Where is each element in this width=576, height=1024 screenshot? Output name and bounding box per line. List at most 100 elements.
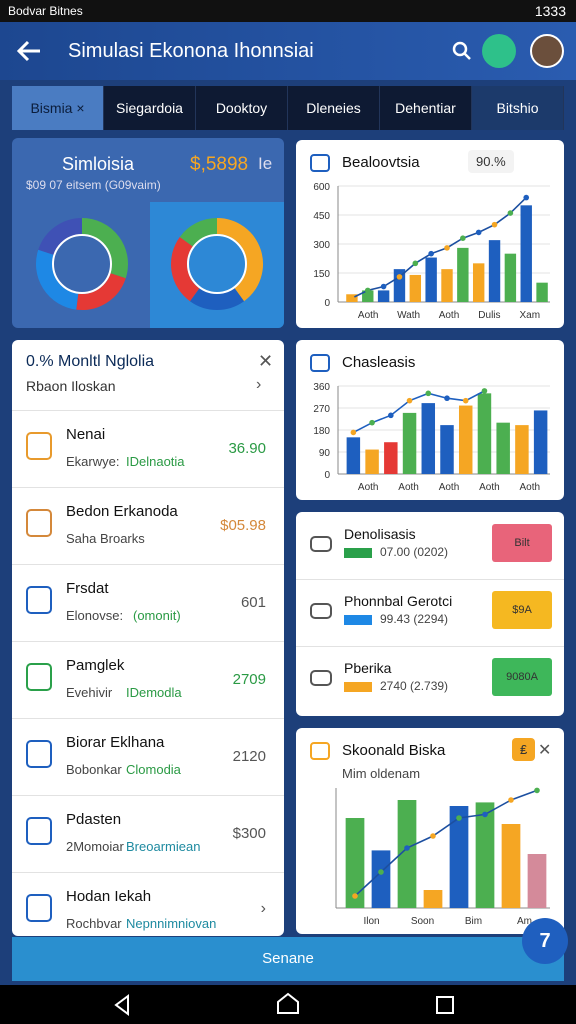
fab[interactable]: 7 (522, 918, 568, 964)
tab[interactable]: Dehentiar (380, 86, 472, 130)
item-value: 2709 (232, 671, 266, 688)
tab[interactable]: Siegardoia (104, 86, 196, 130)
app-title: Simulasi Ekonona Ihonnsiai (68, 40, 314, 62)
card-title: Simloisia (62, 154, 135, 174)
chart-title: Skoonald Biska (342, 742, 446, 759)
y-tick-label: 360 (313, 382, 330, 393)
close-button[interactable]: ✕ (538, 742, 552, 759)
trend-point (428, 250, 434, 257)
bar (421, 403, 436, 474)
list-item[interactable]: Hodan Iekah Rochbvar Nepnnimniovan › (12, 872, 284, 949)
chart-badge: ₤ (512, 738, 536, 761)
x-tick-label: Soon (411, 916, 434, 927)
donut-hole (187, 234, 247, 294)
bar (449, 806, 469, 908)
trend-point (444, 245, 450, 251)
divider (12, 410, 284, 411)
search-button[interactable] (452, 41, 472, 61)
list-item[interactable]: Frsdat Elonovse: (omonit) 601 (12, 564, 284, 641)
trend-point (349, 295, 355, 301)
chart: 0 90 180 270 360 Aoth Aoth Aoth Aoth Aoth (313, 382, 550, 493)
list-item[interactable]: Pdasten 2Momoiar Breoarmiean $300 (12, 795, 284, 872)
chart-card: Skoonald Biska ₤ Mim oldenam ✕ Ilon Soon Bim Am (296, 728, 564, 934)
list-title: 0.% Monltl Nglolia (26, 353, 155, 370)
tab[interactable]: Dleneies (288, 86, 380, 130)
list-item[interactable]: Bedon Erkanoda Saha Broarks $05.98 (12, 487, 284, 564)
trend-point (462, 397, 469, 404)
trend-point (364, 287, 371, 294)
chevron[interactable]: › (256, 376, 262, 393)
item-tag: Nepnnimniovan (126, 916, 217, 931)
divider (12, 718, 284, 719)
y-tick-label: 600 (313, 182, 330, 193)
y-tick-label: 450 (313, 211, 330, 222)
y-tick-label: 270 (313, 404, 330, 415)
rates-card: Denolisasis 07.00 (0202) Bilt Phonnbal Gero… (296, 512, 564, 716)
trend-line (354, 789, 538, 897)
item-name: Pdasten (66, 811, 122, 828)
trend-point (404, 845, 410, 851)
list-item[interactable]: Pamglek Evehivir IDemodla 2709 (12, 641, 284, 718)
item-label: Bobonkar (66, 762, 122, 777)
rate-name: Pberika (344, 660, 392, 676)
trend-point (460, 235, 466, 241)
bottom-button[interactable]: Senane (12, 937, 564, 981)
item-icon (26, 894, 52, 922)
rate-detail: 99.43 (2294) (380, 612, 449, 626)
bar (377, 290, 390, 302)
trend-point (491, 221, 498, 228)
back-button[interactable] (16, 39, 42, 63)
bar (504, 253, 517, 302)
rate-name: Denolisasis (344, 526, 416, 542)
bar (477, 393, 492, 474)
trend-point (378, 869, 384, 875)
item-tag: IDelnaotia (126, 454, 185, 469)
rate-icon (310, 603, 332, 619)
trend-point (430, 833, 436, 839)
y-tick-label: 0 (324, 298, 330, 309)
item-tag: Clomodia (126, 762, 181, 777)
card-subtitle: $09 07 eitsem (G09vaim) (26, 178, 161, 192)
bar (362, 290, 374, 302)
bar (365, 449, 379, 474)
list-item[interactable]: Nenai Ekarwye: IDelnaotia 36.90 (12, 410, 284, 487)
summary-card: Simloisia $,5898 Ie $09 07 eitsem (G09va… (12, 138, 284, 328)
trend-point (396, 274, 403, 280)
item-value: 601 (240, 594, 266, 611)
item-label: Ekarwye: (66, 454, 120, 469)
chart-icon (310, 742, 330, 760)
item-tag: (omonit) (133, 608, 181, 623)
tab[interactable]: Bismia × (12, 86, 104, 130)
avatar[interactable] (530, 34, 564, 68)
rate-button[interactable]: $9A (492, 591, 552, 629)
item-label: Evehivir (66, 685, 113, 700)
trend-point (406, 397, 413, 404)
item-value: 36.90 (228, 440, 266, 457)
tab[interactable]: Dooktoy (196, 86, 288, 130)
status-text: Bodvar Bitnes (8, 4, 83, 18)
close-button[interactable]: ✕ (258, 351, 274, 371)
list-item[interactable]: Biorar Eklhana Bobonkar Clomodia 2120 (12, 718, 284, 795)
item-label: 2Momoiar (66, 839, 124, 854)
y-tick-label: 180 (313, 426, 330, 437)
rate-button[interactable]: 9080A (492, 658, 552, 696)
x-tick-label: Aoth (479, 482, 500, 493)
tab[interactable]: Bitshio (472, 86, 564, 130)
rate-button[interactable]: Bilt (492, 524, 552, 562)
profile-badge[interactable] (482, 34, 516, 68)
trend-point (425, 390, 432, 397)
nav-bar (0, 985, 576, 1024)
bar (520, 205, 532, 302)
bar (371, 850, 391, 908)
divider (12, 487, 284, 488)
bar (488, 240, 501, 302)
item-icon (26, 663, 52, 691)
bar (345, 818, 365, 908)
divider (296, 646, 564, 647)
chart-title: Bealoovtsia (342, 154, 420, 171)
item-icon (26, 817, 52, 845)
trend-point (534, 787, 540, 794)
app-bar: Simulasi Ekonona Ihonnsiai (0, 22, 576, 80)
chart: Ilon Soon Bim Am (335, 787, 550, 927)
